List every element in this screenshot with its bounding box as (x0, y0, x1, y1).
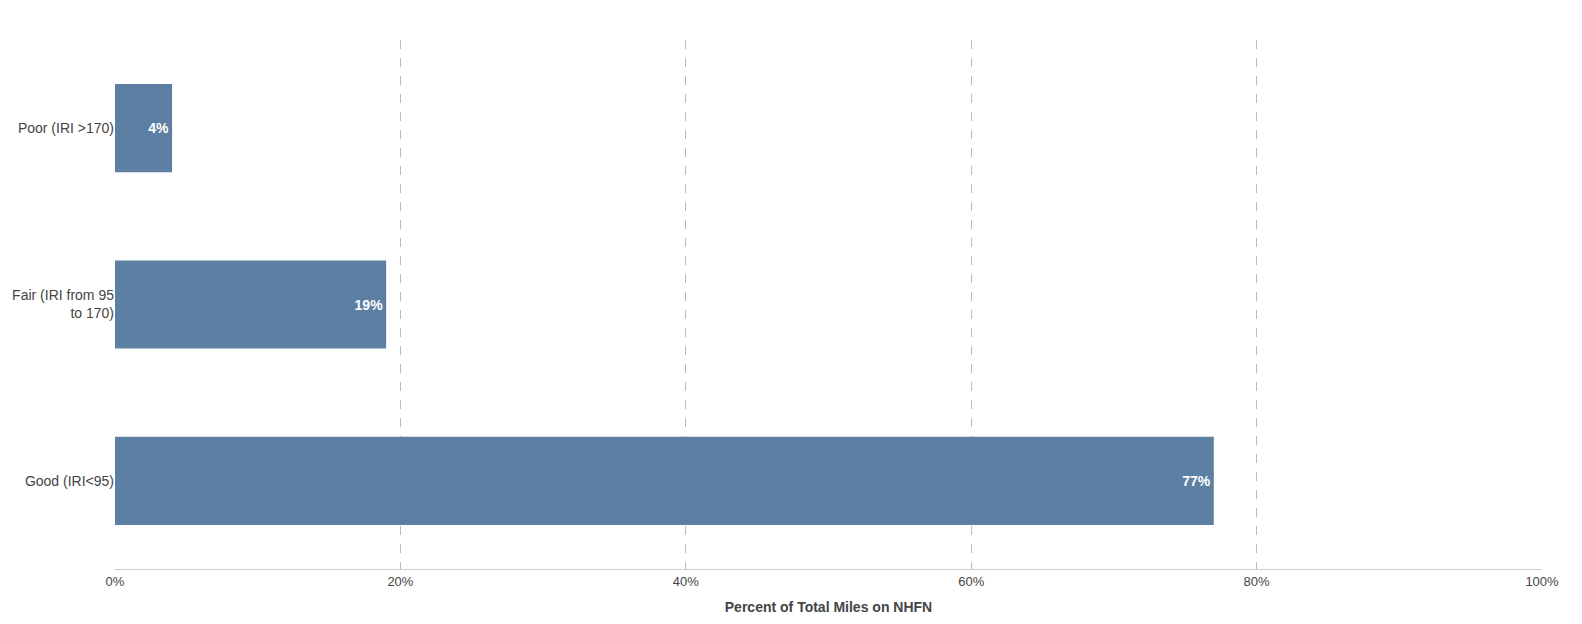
svg-text:40%: 40% (673, 574, 699, 589)
svg-text:60%: 60% (958, 574, 984, 589)
svg-text:Fair (IRI from 95to 170): Fair (IRI from 95to 170) (12, 287, 114, 321)
svg-text:77%: 77% (1182, 473, 1211, 489)
svg-text:80%: 80% (1244, 574, 1270, 589)
svg-text:0%: 0% (106, 574, 125, 589)
svg-text:4%: 4% (148, 120, 169, 136)
svg-text:20%: 20% (387, 574, 413, 589)
svg-text:Poor (IRI >170): Poor (IRI >170) (18, 120, 114, 136)
svg-text:Good (IRI<95): Good (IRI<95) (25, 473, 114, 489)
svg-text:19%: 19% (355, 297, 384, 313)
svg-text:Percent of Total Miles on NHFN: Percent of Total Miles on NHFN (725, 599, 932, 615)
svg-text:100%: 100% (1525, 574, 1559, 589)
